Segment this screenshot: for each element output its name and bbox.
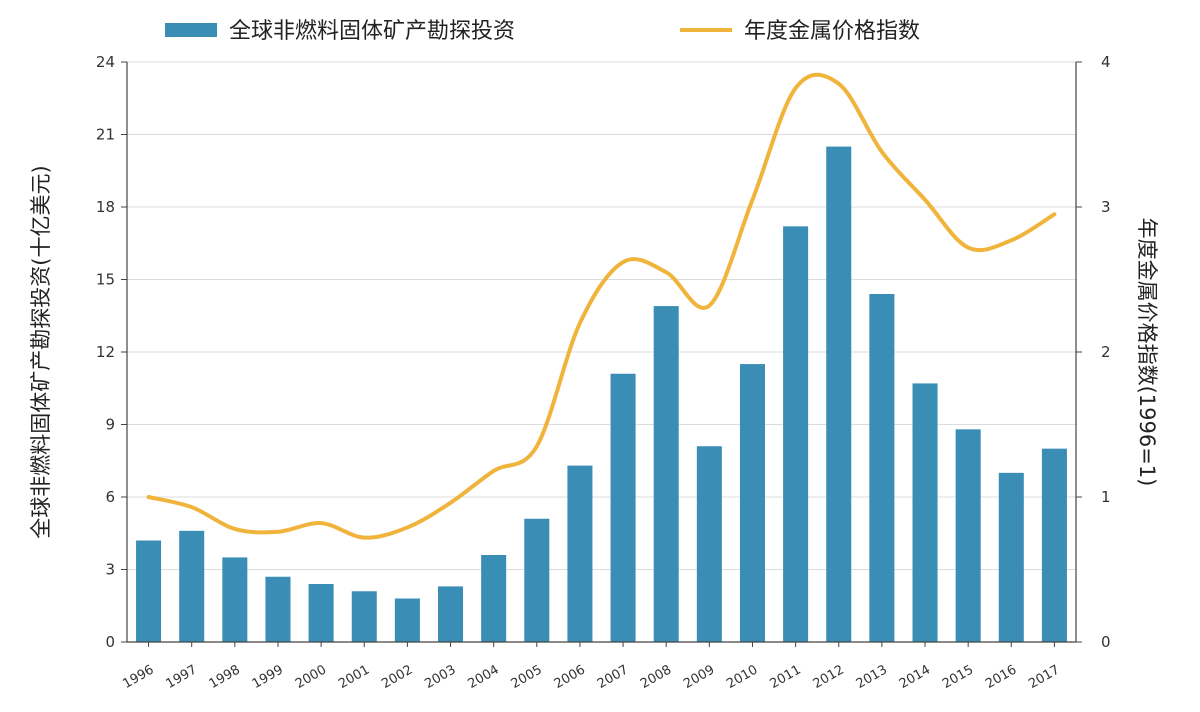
x-tick-label: 2017	[1026, 662, 1062, 692]
bar-2005	[524, 518, 550, 642]
x-tick-label: 2008	[638, 662, 674, 692]
x-tick-label: 2005	[509, 662, 545, 692]
metal-price-index-line	[146, 72, 1057, 540]
bar-2002	[394, 598, 420, 642]
bar-2008	[653, 306, 679, 642]
y-tick-label: 21	[96, 126, 115, 144]
x-tick-label: 2003	[422, 662, 458, 692]
x-tick-label: 2007	[595, 662, 631, 692]
y2-axis-ticks: 0 1 2 3 4	[1076, 53, 1111, 651]
bar-2007	[610, 373, 636, 642]
x-tick-label: 2004	[465, 662, 501, 692]
y2-tick-label: 2	[1101, 343, 1111, 361]
bar-2010	[739, 364, 765, 642]
x-tick-label: 2002	[379, 662, 415, 692]
x-tick-label: 2000	[293, 662, 329, 692]
bar-1996	[136, 540, 162, 642]
legend: 全球非燃料固体矿产勘探投资 年度金属价格指数	[165, 19, 920, 44]
y2-tick-label: 1	[1101, 488, 1111, 506]
bar-2014	[912, 383, 938, 642]
bar-2009	[696, 446, 722, 642]
y2-tick-label: 3	[1101, 198, 1111, 216]
x-tick-label: 2009	[681, 662, 717, 692]
bar-2000	[308, 584, 334, 642]
x-axis-ticks: 1996 1997 1998 1999 2000 2001 2002 2003 2004 2005…	[120, 642, 1062, 692]
x-tick-label: 2010	[724, 662, 760, 692]
y-tick-label: 18	[96, 198, 115, 216]
legend-swatch-bar	[165, 23, 217, 37]
bar-2015	[955, 429, 981, 642]
bar-1998	[222, 557, 248, 642]
y-tick-label: 24	[96, 53, 115, 71]
y-tick-label: 0	[105, 633, 115, 651]
bar-series	[136, 146, 1067, 643]
bar-2011	[783, 226, 809, 643]
x-tick-label: 1997	[164, 662, 200, 692]
bar-2004	[481, 555, 507, 642]
y-tick-label: 6	[105, 488, 115, 506]
x-tick-label: 2013	[854, 662, 890, 692]
y-tick-label: 9	[105, 416, 115, 434]
x-tick-label: 2012	[811, 662, 847, 692]
bar-2017	[1041, 448, 1067, 642]
x-tick-label: 1998	[207, 662, 243, 692]
axis-titles: 全球非燃料固体矿产勘探投资(十亿美元) 年度金属价格指数(1996=1)	[29, 165, 1159, 538]
y2-tick-label: 4	[1101, 53, 1111, 71]
x-tick-label: 1999	[250, 662, 286, 692]
y-axis-title: 全球非燃料固体矿产勘探投资(十亿美元)	[29, 165, 53, 538]
bar-2013	[869, 294, 895, 642]
y-axis-ticks: 0 3 6 9 12 15 18 21 24	[96, 53, 127, 651]
bar-2012	[826, 146, 852, 643]
x-tick-label: 2016	[983, 662, 1019, 692]
y2-tick-label: 0	[1101, 633, 1111, 651]
y-tick-label: 3	[105, 561, 115, 579]
bar-2001	[351, 591, 377, 642]
y-tick-label: 15	[96, 271, 115, 289]
x-tick-label: 2015	[940, 662, 976, 692]
x-tick-label: 2006	[552, 662, 588, 692]
y-tick-label: 12	[96, 343, 115, 361]
bar-2006	[567, 465, 593, 642]
legend-label-bar: 全球非燃料固体矿产勘探投资	[229, 19, 515, 44]
x-tick-label: 2014	[897, 662, 933, 692]
bar-1999	[265, 576, 291, 642]
legend-label-line: 年度金属价格指数	[744, 19, 920, 44]
bar-2016	[998, 472, 1024, 642]
y2-axis-title: 年度金属价格指数(1996=1)	[1135, 218, 1159, 487]
line-series	[146, 72, 1057, 540]
bar-2003	[438, 586, 464, 642]
x-tick-label: 2011	[767, 662, 803, 692]
x-tick-label: 2001	[336, 662, 372, 692]
x-tick-label: 1996	[120, 662, 156, 692]
bar-1997	[179, 530, 205, 642]
